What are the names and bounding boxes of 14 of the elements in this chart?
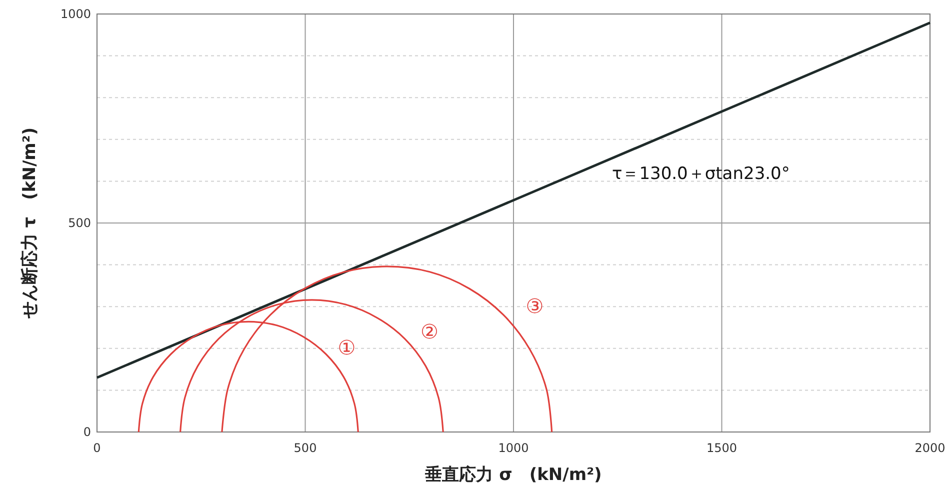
y-tick-label: 1000 — [60, 7, 91, 21]
x-tick-label: 2000 — [914, 441, 946, 455]
x-tick-label: 500 — [294, 441, 317, 455]
y-tick-label: 500 — [68, 216, 91, 230]
x-axis-title: 垂直応力 σ (kN/m²) — [424, 465, 602, 485]
x-tick-label: 1500 — [706, 441, 738, 455]
series-label: τ＝130.0＋σtan23.0° — [612, 164, 790, 184]
series-label: ② — [420, 319, 438, 344]
series-label: ③ — [526, 294, 544, 318]
series-label: ① — [338, 336, 356, 360]
y-tick-label: 0 — [83, 425, 91, 439]
y-axis-title: せん断応力 τ (kN/m²) — [20, 127, 40, 320]
x-tick-label: 0 — [93, 441, 101, 455]
x-tick-label: 1000 — [498, 441, 529, 455]
